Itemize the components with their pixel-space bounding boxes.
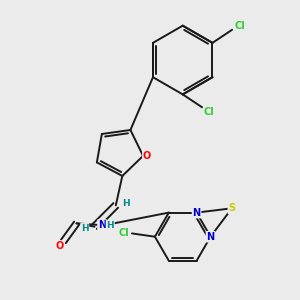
Text: O: O [143, 151, 151, 161]
Text: N: N [193, 208, 201, 218]
Text: N: N [98, 220, 106, 230]
Text: S: S [228, 203, 236, 213]
Text: H: H [106, 221, 114, 230]
Text: H: H [81, 224, 88, 233]
Text: Cl: Cl [235, 22, 246, 32]
Text: H: H [122, 199, 129, 208]
Text: N: N [206, 232, 214, 242]
Text: O: O [56, 241, 64, 251]
Text: Cl: Cl [203, 107, 214, 117]
Text: Cl: Cl [118, 228, 129, 238]
